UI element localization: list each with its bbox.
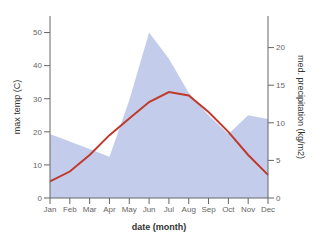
svg-text:Apr: Apr [103, 205, 116, 214]
svg-text:Sep: Sep [201, 205, 216, 214]
svg-text:30: 30 [33, 95, 42, 104]
svg-text:15: 15 [276, 81, 285, 90]
svg-text:Mar: Mar [83, 205, 97, 214]
svg-text:Dec: Dec [261, 205, 275, 214]
svg-text:Jun: Jun [143, 205, 156, 214]
svg-text:max temp (C): max temp (C) [12, 80, 22, 135]
svg-text:10: 10 [33, 161, 42, 170]
svg-text:0: 0 [276, 194, 281, 203]
svg-text:40: 40 [33, 61, 42, 70]
svg-text:Feb: Feb [63, 205, 77, 214]
svg-text:50: 50 [33, 28, 42, 37]
svg-text:Jan: Jan [44, 205, 57, 214]
svg-text:5: 5 [276, 156, 281, 165]
svg-text:10: 10 [276, 119, 285, 128]
svg-text:20: 20 [276, 43, 285, 52]
svg-text:0: 0 [38, 194, 43, 203]
svg-text:Jul: Jul [164, 205, 174, 214]
svg-text:Nov: Nov [241, 205, 255, 214]
svg-text:20: 20 [33, 128, 42, 137]
svg-text:May: May [122, 205, 137, 214]
svg-text:Oct: Oct [222, 205, 235, 214]
svg-text:date (month): date (month) [132, 222, 187, 232]
svg-text:med. precipitation (kg/m2): med. precipitation (kg/m2) [296, 55, 306, 159]
svg-text:Aug: Aug [182, 205, 196, 214]
